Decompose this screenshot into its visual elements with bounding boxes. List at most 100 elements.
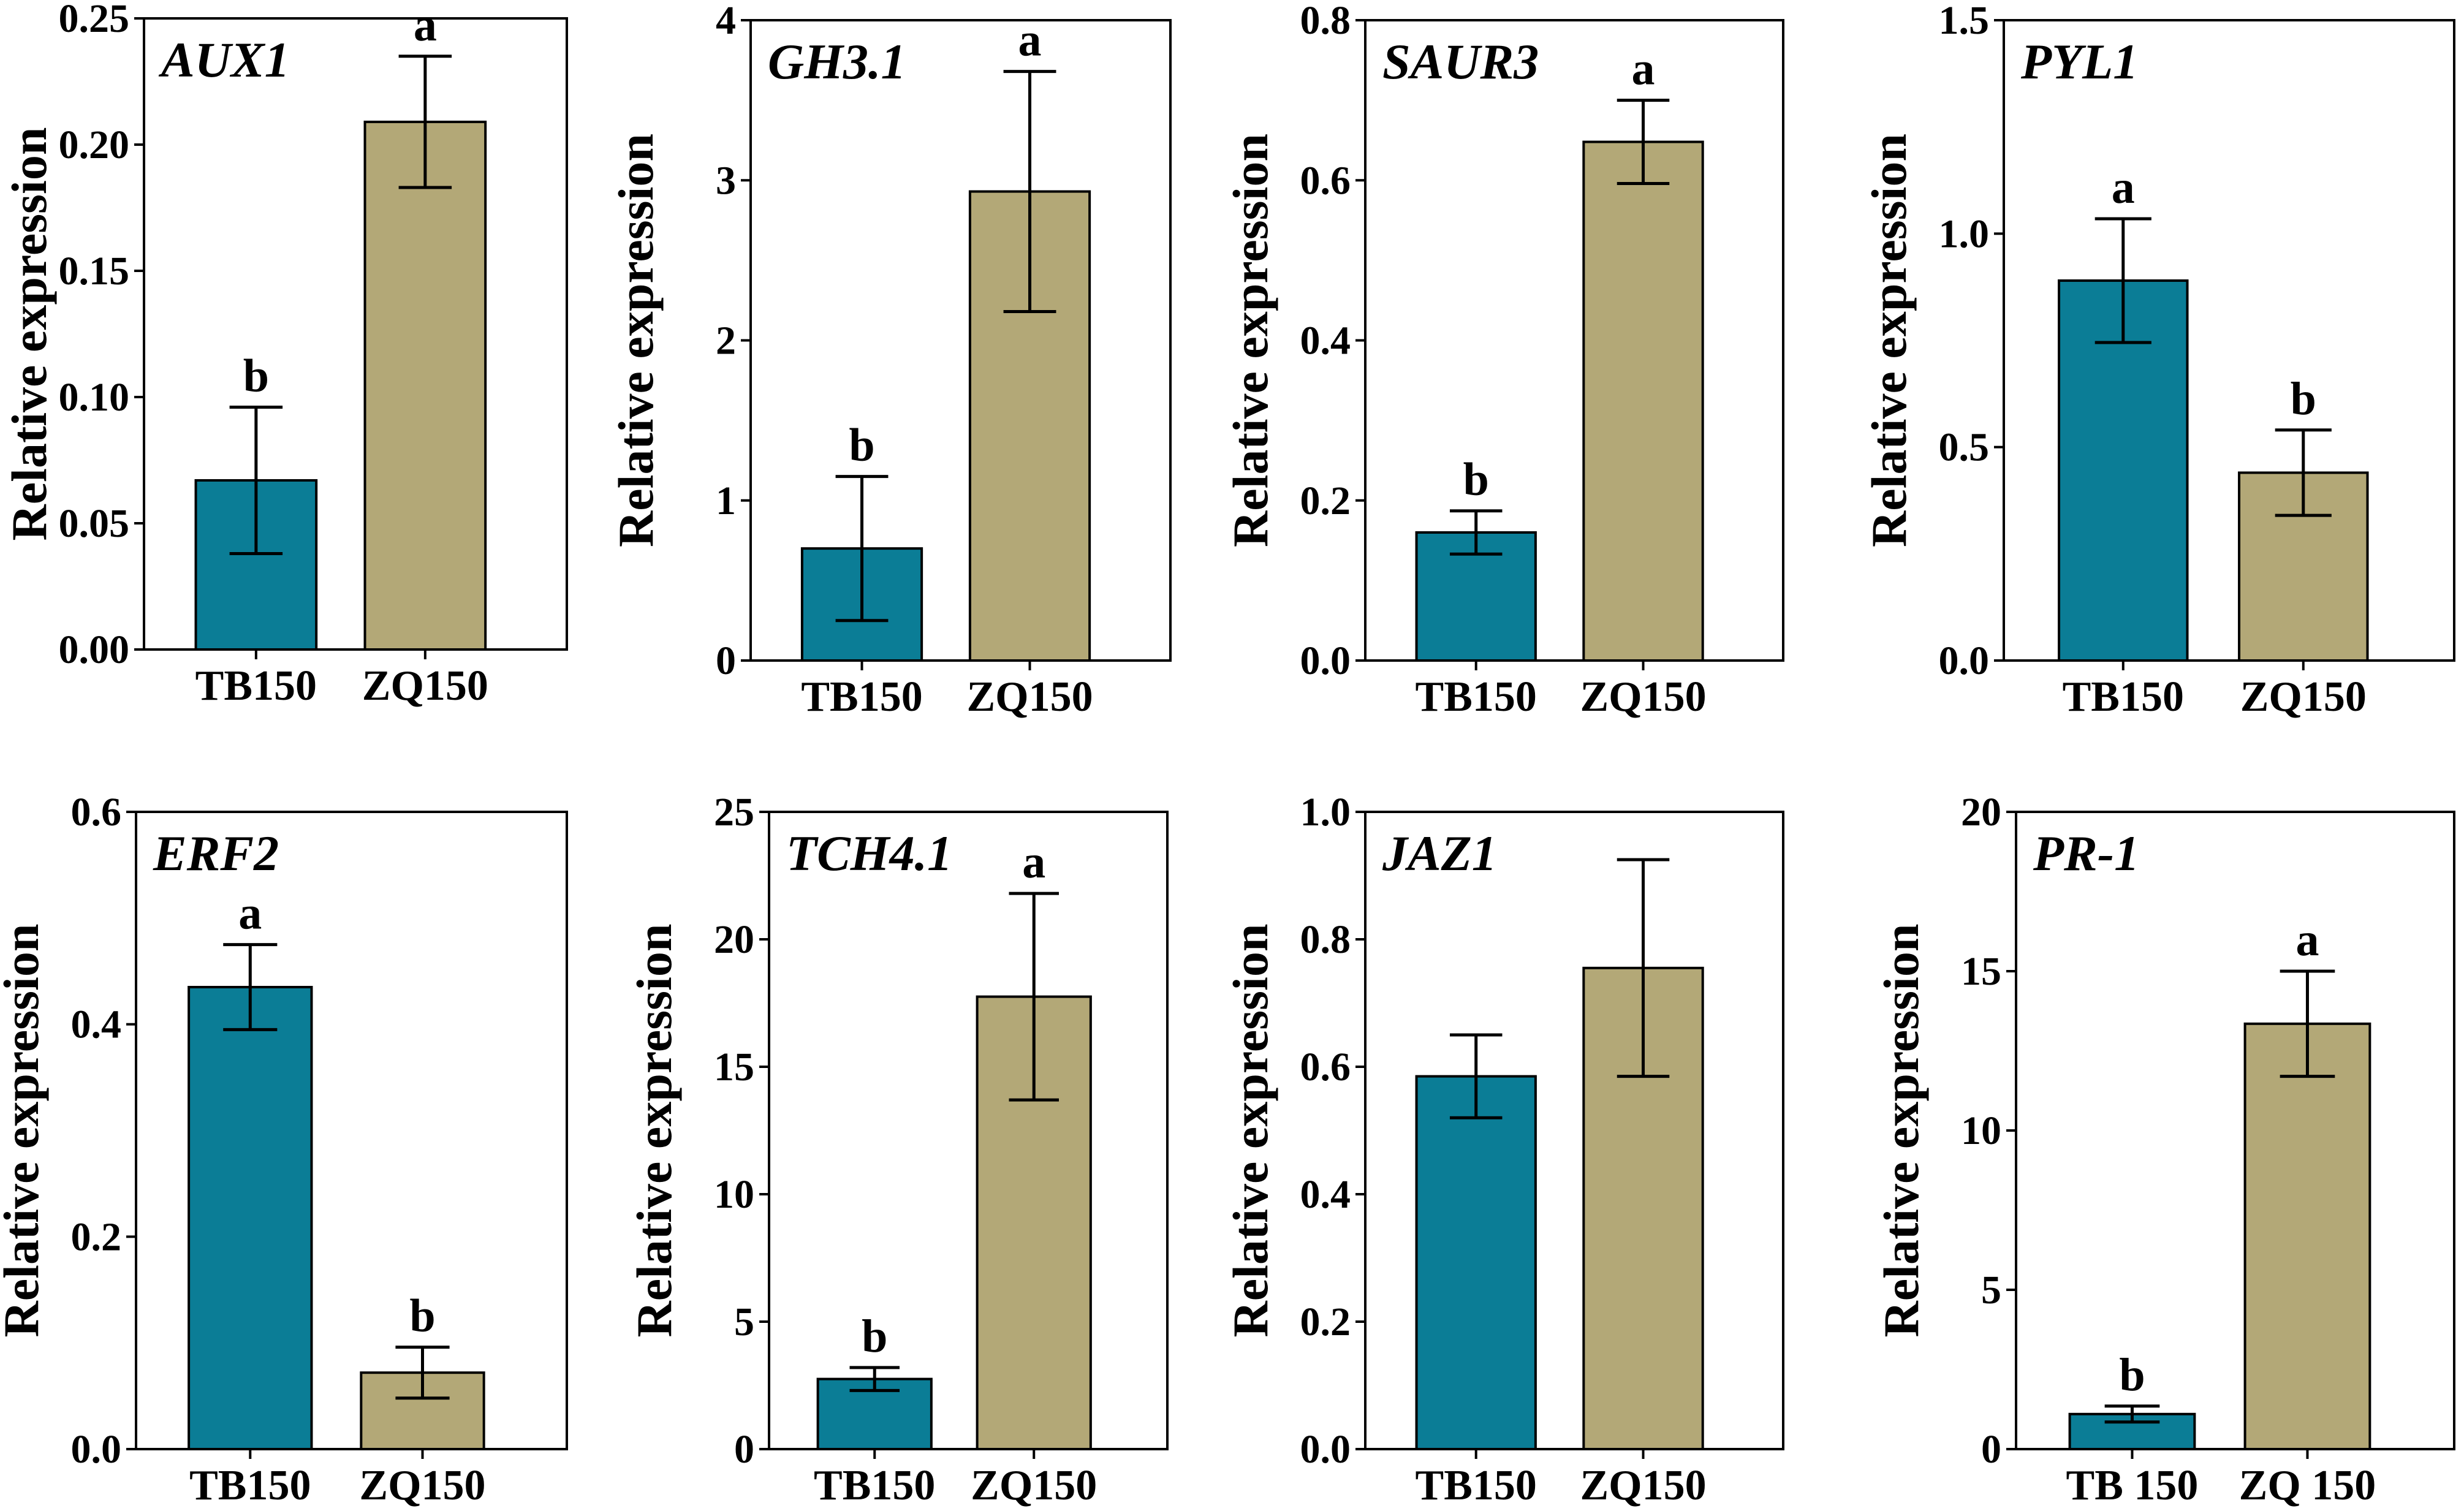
plot-frame — [768, 811, 1169, 1450]
significance-label: a — [1018, 15, 1042, 66]
significance-label: b — [1463, 454, 1489, 506]
y-tick-label: 15 — [1961, 949, 2001, 994]
chart-title: ERF2 — [153, 825, 279, 881]
plot-frame — [135, 811, 568, 1450]
y-tick-label: 0.0 — [1300, 1427, 1351, 1472]
y-tick-label: 0.05 — [59, 501, 130, 546]
y-tick-label: 0.10 — [59, 375, 130, 420]
y-tick-label: 0.6 — [1300, 1045, 1351, 1089]
significance-label: a — [1022, 836, 1045, 888]
plot-frame — [2015, 811, 2455, 1450]
y-tick-label: 0.4 — [71, 1002, 122, 1047]
y-tick-label: 0.0 — [71, 1427, 122, 1472]
x-tick-label: ZQ 150 — [2239, 1462, 2376, 1509]
y-tick-label: 1 — [716, 479, 736, 523]
x-tick-label: ZQ150 — [2240, 673, 2367, 721]
y-tick-label: 0.20 — [59, 123, 130, 167]
bar-zq150 — [1582, 140, 1704, 662]
y-tick-label: 0.8 — [1300, 0, 1351, 43]
y-tick-label: 20 — [1961, 790, 2001, 835]
chart-panel-saur3: 0.0 0.2 0.4 0.6 0.8 TB150 b ZQ150 a SAUR3 Relative… — [1223, 0, 1784, 721]
chart-title: GH3.1 — [768, 34, 906, 89]
y-tick-label: 1.5 — [1939, 0, 1990, 43]
y-tick-label: 1.0 — [1300, 790, 1351, 835]
y-tick-label: 0 — [734, 1427, 754, 1472]
y-tick-label: 3 — [716, 158, 736, 203]
plot-frame — [1364, 811, 1784, 1450]
y-tick-label: 0.00 — [59, 627, 130, 672]
y-tick-label: 0.2 — [1300, 1300, 1351, 1344]
bar-zq150 — [360, 1371, 485, 1450]
y-tick-label: 0.2 — [1300, 479, 1351, 523]
y-tick-label: 0.25 — [59, 0, 130, 41]
chart-panel-pyl1: 0.0 0.5 1.0 1.5 TB150 a ZQ150 b PYL1 Relative exp… — [1861, 0, 2455, 721]
chart-panel-tch4-1: 0 5 10 15 20 25 TB150 b ZQ150 a TCH4.1 Relative exp… — [626, 790, 1169, 1509]
chart-panel-pr-1: 0 5 10 15 20 TB 150 b ZQ 150 a PR-1 Relative expre… — [1873, 790, 2455, 1509]
chart-panel-aux1: 0.00 0.05 0.10 0.15 0.20 0.25 TB150 b ZQ150 a AUX1… — [1, 0, 568, 710]
x-tick-label: TB150 — [2063, 673, 2184, 721]
x-tick-label: TB150 — [814, 1462, 935, 1509]
y-tick-label: 0.5 — [1939, 425, 1990, 470]
chart-panel-gh3-1: 0 1 2 3 4 TB150 b ZQ150 a GH3.1 Relative expressio… — [608, 0, 1172, 721]
plot-frame — [2003, 19, 2455, 662]
y-tick-label: 1.0 — [1939, 211, 1990, 256]
significance-label: a — [1632, 44, 1655, 95]
significance-label: b — [2291, 373, 2316, 425]
y-tick-label: 0 — [1981, 1427, 2001, 1472]
y-tick-label: 0.4 — [1300, 319, 1351, 363]
y-axis-label: Relative expression — [1223, 924, 1278, 1338]
y-tick-label: 15 — [714, 1045, 754, 1089]
y-tick-label: 25 — [714, 790, 754, 835]
y-tick-label: 5 — [1981, 1268, 2001, 1312]
chart-title: AUX1 — [158, 32, 290, 88]
y-tick-label: 0.4 — [1300, 1172, 1351, 1217]
y-tick-label: 0.8 — [1300, 917, 1351, 962]
y-tick-label: 0 — [716, 638, 736, 683]
y-axis-label: Relative expression — [608, 134, 664, 547]
chart-title: PYL1 — [2020, 34, 2138, 89]
significance-label: b — [849, 420, 874, 471]
y-tick-label: 10 — [1961, 1108, 2001, 1153]
bar-zq150 — [363, 120, 487, 651]
x-tick-label: ZQ150 — [971, 1462, 1097, 1509]
y-axis-label: Relative expression — [1223, 134, 1278, 547]
bar-zq150 — [2243, 1022, 2371, 1451]
y-axis-label: Relative expression — [0, 924, 49, 1338]
x-tick-label: ZQ150 — [359, 1462, 485, 1509]
x-tick-label: TB150 — [1416, 673, 1537, 721]
x-tick-label: TB150 — [195, 662, 317, 710]
significance-label: a — [238, 888, 262, 939]
y-tick-label: 0.15 — [59, 249, 130, 293]
y-axis-label: Relative expression — [626, 924, 682, 1338]
y-axis-label: Relative expression — [1873, 924, 1929, 1338]
chart-title: PR-1 — [2033, 825, 2139, 881]
y-tick-label: 0.0 — [1939, 638, 1990, 683]
x-tick-label: ZQ150 — [1580, 673, 1706, 721]
y-axis-label: Relative expression — [1861, 134, 1917, 547]
bar-tb150 — [1415, 1075, 1537, 1450]
plot-frame — [143, 17, 568, 651]
x-tick-label: TB150 — [801, 673, 922, 721]
y-tick-label: 0.2 — [71, 1214, 122, 1259]
bar-tb150 — [188, 986, 313, 1450]
y-tick-label: 5 — [734, 1300, 754, 1344]
y-axis-label: Relative expression — [1, 127, 57, 541]
significance-label: a — [414, 0, 437, 51]
y-tick-label: 2 — [716, 319, 736, 363]
y-tick-label: 0.6 — [1300, 158, 1351, 203]
x-tick-label: TB150 — [1416, 1462, 1537, 1509]
x-tick-label: TB150 — [189, 1462, 311, 1509]
bar-tb150 — [1415, 531, 1537, 662]
significance-label: b — [243, 350, 269, 401]
x-tick-label: TB 150 — [2066, 1462, 2199, 1509]
chart-title: SAUR3 — [1382, 34, 1539, 89]
y-tick-label: 20 — [714, 917, 754, 962]
significance-label: a — [2112, 162, 2135, 213]
significance-label: a — [2295, 914, 2319, 966]
y-tick-label: 0.0 — [1300, 638, 1351, 683]
x-tick-label: ZQ150 — [966, 673, 1093, 721]
y-tick-label: 4 — [716, 0, 736, 43]
significance-label: b — [2119, 1349, 2145, 1401]
x-tick-label: ZQ150 — [362, 662, 488, 710]
